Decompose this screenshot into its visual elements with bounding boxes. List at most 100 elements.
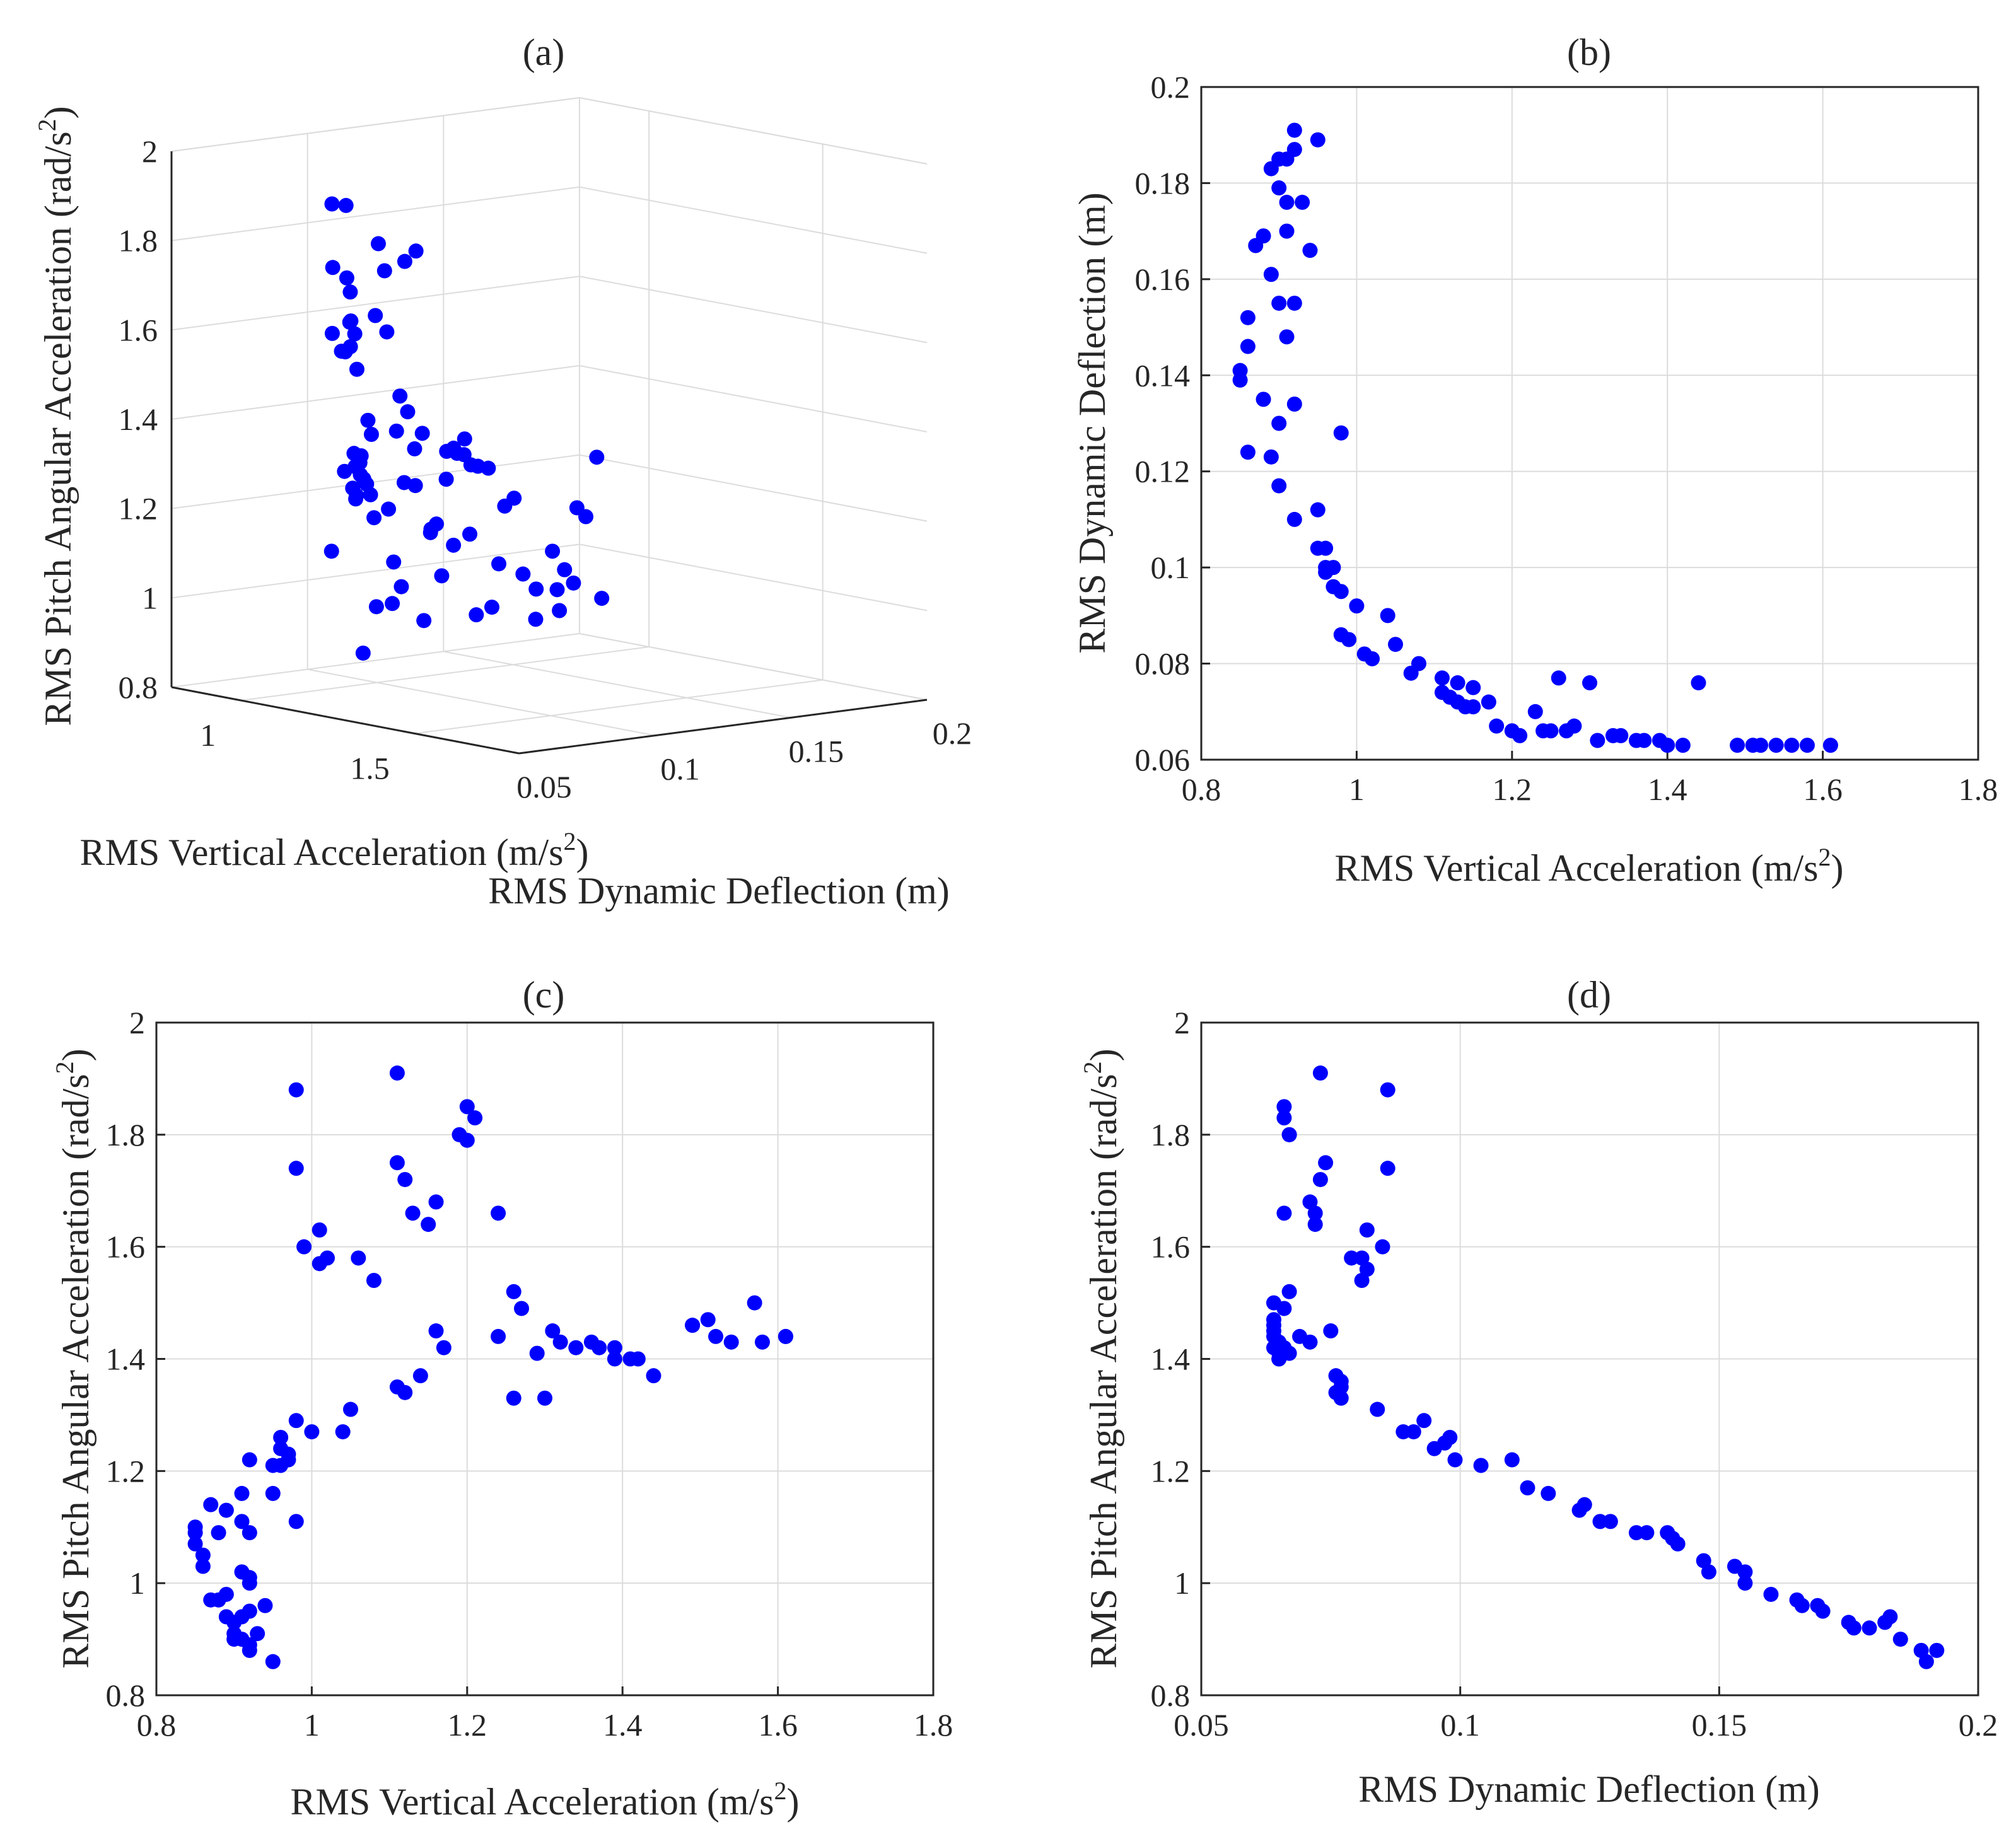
chart-d-point: [1307, 1217, 1323, 1233]
chart-c-point: [187, 1536, 203, 1552]
chart-a-point: [552, 603, 568, 618]
chart-b-ytick-label: 0.18: [1135, 165, 1191, 200]
chart-c-point: [218, 1586, 234, 1602]
chart-c-point: [467, 1110, 483, 1126]
chart-c-point: [335, 1424, 351, 1440]
chart-b-point: [1465, 699, 1481, 715]
chart-b-ytick-label: 0.12: [1135, 454, 1191, 489]
chart-d-point: [1541, 1485, 1556, 1501]
chart-c-point: [708, 1328, 724, 1344]
chart-a-zgrid: [171, 186, 580, 241]
chart-d-point: [1276, 1099, 1292, 1115]
chart-b-point: [1753, 738, 1769, 753]
chart-c-point: [389, 1065, 405, 1081]
chart-b-point: [1256, 392, 1271, 407]
chart-b-point: [1465, 680, 1481, 695]
chart-a-xtick-label: 1.5: [350, 751, 390, 786]
chart-d-point: [1504, 1452, 1520, 1468]
chart-a-box-edge: [171, 97, 580, 152]
chart-b-point: [1279, 329, 1295, 345]
chart-b-point: [1582, 675, 1597, 691]
chart-b-point: [1286, 397, 1302, 412]
chart-a-ztick-label: 1.4: [119, 402, 158, 437]
chart-a-point: [360, 412, 376, 428]
chart-a-point: [345, 480, 361, 496]
chart-d-ticks: 0.05 0.1 0.15 0.2 0.8 1 1.2 1.4 1.6 1.8 2: [1151, 1005, 1998, 1743]
chart-c-point: [195, 1547, 211, 1563]
chart-b-point: [1434, 670, 1450, 686]
chart-b-point: [1310, 132, 1326, 148]
chart-a-point: [549, 582, 565, 598]
chart-b-point: [1636, 733, 1652, 748]
chart-d-ytick-label: 1.8: [1151, 1117, 1191, 1152]
chart-b-ylabel: RMS Dynamic Deflection (m): [1071, 192, 1113, 654]
chart-c-point: [428, 1323, 444, 1339]
chart-a-point: [388, 423, 404, 439]
chart-d-point: [1276, 1205, 1292, 1221]
chart-c-points: [187, 1065, 793, 1669]
chart-b-point: [1527, 704, 1543, 719]
chart-d-point: [1882, 1609, 1898, 1625]
chart-d-ytick-label: 1: [1174, 1565, 1190, 1601]
chart-a-point: [557, 562, 573, 577]
chart-a-point: [397, 253, 412, 269]
chart-b-point: [1333, 425, 1349, 441]
chart-a-point: [339, 270, 354, 286]
chart-c-point: [397, 1384, 413, 1400]
chart-a-point: [381, 501, 397, 517]
chart-a-ztick-label: 0.8: [119, 670, 158, 705]
chart-a-point: [392, 388, 408, 404]
chart-b-ytick-label: 0.08: [1135, 646, 1191, 682]
chart-c-point: [685, 1318, 701, 1333]
chart-b-xtick-label: 0.8: [1182, 772, 1221, 807]
chart-c-ytick-label: 1: [129, 1565, 145, 1601]
chart-a-point: [422, 525, 438, 540]
chart-b-point: [1768, 738, 1784, 753]
chart-b-point: [1318, 540, 1334, 556]
chart-c-point: [537, 1390, 552, 1406]
chart-a-ygrid: [579, 633, 928, 700]
chart-d-xtick-label: 0.2: [1959, 1707, 1998, 1743]
chart-b-point: [1380, 608, 1395, 624]
chart-d-ytick-label: 1.4: [1151, 1342, 1191, 1377]
chart-d-ylabel: RMS Pitch Angular Acceleration (rad/s2): [1078, 1048, 1124, 1668]
chart-c-point: [506, 1390, 521, 1406]
chart-b-point: [1295, 194, 1310, 210]
chart-c-point: [754, 1334, 770, 1350]
chart-c-point: [552, 1334, 568, 1350]
chart-c-point: [421, 1217, 436, 1233]
chart-c-xtick-label: 1.8: [914, 1707, 953, 1743]
chart-c-point: [288, 1161, 304, 1176]
chart-d-point: [1281, 1284, 1297, 1299]
chart-c-point: [195, 1558, 211, 1574]
chart-a-title: (a): [523, 32, 565, 73]
chart-b-point: [1271, 478, 1287, 494]
chart-c-point: [506, 1284, 521, 1299]
chart-b-xlabel: RMS Vertical Acceleration (m/s2): [1334, 843, 1843, 889]
chart-a-point: [337, 463, 353, 479]
chart-a-ytick-label: 0.1: [660, 751, 700, 787]
chart-c-point: [226, 1615, 242, 1630]
chart-c-point: [405, 1205, 421, 1221]
chart-b-point: [1333, 584, 1349, 600]
chart-c-point: [514, 1301, 530, 1316]
chart-d-points: [1266, 1065, 1945, 1669]
chart-d-xlabel: RMS Dynamic Deflection (m): [1358, 1768, 1820, 1810]
chart-d-point: [1312, 1171, 1328, 1187]
chart-d-point: [1815, 1603, 1831, 1619]
chart-c-point: [412, 1368, 428, 1384]
chart-c-point: [288, 1082, 304, 1098]
chart-a-ztick-label: 1.8: [119, 223, 158, 258]
chart-c-point: [700, 1312, 716, 1328]
chart-c-point: [265, 1485, 281, 1501]
chart-b-point: [1240, 310, 1256, 325]
chart-c-ylabel: RMS Pitch Angular Acceleration (rad/s2): [50, 1048, 96, 1668]
chart-d-point: [1312, 1065, 1328, 1081]
chart-d-point: [1302, 1334, 1318, 1350]
chart-a-ztick-label: 1.2: [119, 491, 158, 526]
chart-d-xtick-label: 0.15: [1692, 1707, 1747, 1743]
chart-c-xtick-label: 1.6: [758, 1707, 798, 1743]
chart-a-point: [515, 566, 531, 582]
chart-a-point: [346, 446, 362, 461]
chart-c-point: [343, 1401, 358, 1417]
